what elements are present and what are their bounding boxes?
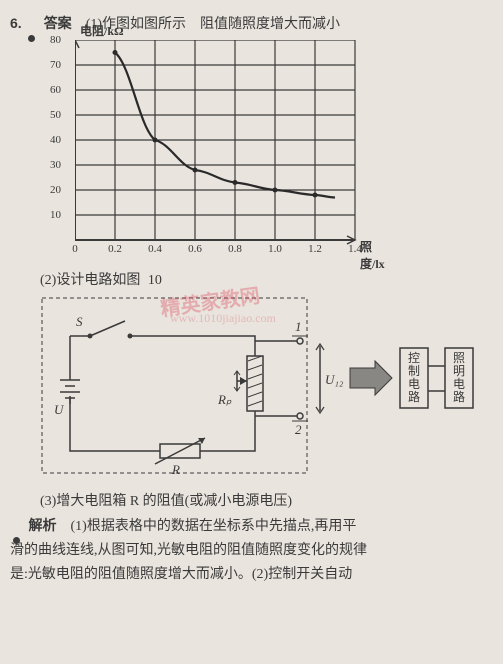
ytick-label: 20 xyxy=(50,184,61,196)
answer-label: 答案 xyxy=(44,15,72,31)
ytick-label: 10 xyxy=(50,209,61,221)
xtick-label: 1.2 xyxy=(308,243,322,255)
analysis-text1: (1)根据表格中的数据在坐标系中先描点,再用平 xyxy=(71,519,357,534)
svg-text:2: 2 xyxy=(295,422,302,437)
ytick-label: 70 xyxy=(50,59,61,71)
xtick-label: 0.6 xyxy=(188,243,202,255)
svg-text:制: 制 xyxy=(408,364,420,378)
part1-conclusion: 阻值随照度增大而减小 xyxy=(200,17,340,32)
analysis-label: 解析 xyxy=(29,517,57,533)
svg-text:电: 电 xyxy=(453,377,465,391)
part2-line: (2)设计电路如图 10 xyxy=(10,270,493,291)
chart-container: 电阻/kΩ 照度/lx 102030405060708000.20.40.60.… xyxy=(10,40,493,265)
ytick-label: 40 xyxy=(50,134,61,146)
part2-text: (2)设计电路如图 xyxy=(40,273,140,288)
svg-text:照: 照 xyxy=(453,351,465,365)
svg-text:Rₚ: Rₚ xyxy=(217,392,232,407)
x-axis-title: 照度/lx xyxy=(360,238,385,272)
xtick-label: 1.0 xyxy=(268,243,282,255)
y-axis-title: 电阻/kΩ xyxy=(80,22,124,39)
xtick-label: 0 xyxy=(72,243,78,255)
ytick-label: 50 xyxy=(50,109,61,121)
svg-text:明: 明 xyxy=(453,364,465,378)
analysis-line1: 解析 (1)根据表格中的数据在坐标系中先描点,再用平 xyxy=(10,515,493,537)
svg-text:1: 1 xyxy=(295,319,302,334)
svg-text:R: R xyxy=(171,462,180,477)
svg-text:控: 控 xyxy=(408,351,420,365)
svg-text:路: 路 xyxy=(408,389,420,404)
analysis-line2: 滑的曲线连线,从图可知,光敏电阻的阻值随照度变化的规律 xyxy=(10,540,493,561)
svg-text:电: 电 xyxy=(408,377,420,391)
ytick-label: 80 xyxy=(50,34,61,46)
svg-text:S: S xyxy=(76,314,83,329)
analysis-line3: 是:光敏电阻的阻值随照度增大而减小。(2)控制开关自动 xyxy=(10,564,493,585)
problem-number: 6. xyxy=(10,15,22,31)
xtick-label: 0.2 xyxy=(108,243,122,255)
part3-line: (3)增大电阻箱 R 的阻值(或减小电源电压) xyxy=(10,491,493,512)
circuit-container: 精英家教网 www.1010jiajiao.com SURRₚ12U₁₂控制电路… xyxy=(40,296,493,486)
svg-text:路: 路 xyxy=(453,389,465,404)
circuit-svg: SURRₚ12U₁₂控制电路照明电路 xyxy=(40,296,490,481)
svg-text:U: U xyxy=(54,402,65,417)
part2-num: 10 xyxy=(148,273,162,288)
part3-text: (3)增大电阻箱 R 的阻值(或减小电源电压) xyxy=(40,494,292,509)
svg-text:U₁₂: U₁₂ xyxy=(325,372,344,387)
resistance-chart: 电阻/kΩ 照度/lx 102030405060708000.20.40.60.… xyxy=(75,40,375,265)
xtick-label: 1.4 xyxy=(348,243,362,255)
xtick-label: 0.8 xyxy=(228,243,242,255)
chart-svg xyxy=(75,40,375,260)
ytick-label: 60 xyxy=(50,84,61,96)
xtick-label: 0.4 xyxy=(148,243,162,255)
ytick-label: 30 xyxy=(50,159,61,171)
